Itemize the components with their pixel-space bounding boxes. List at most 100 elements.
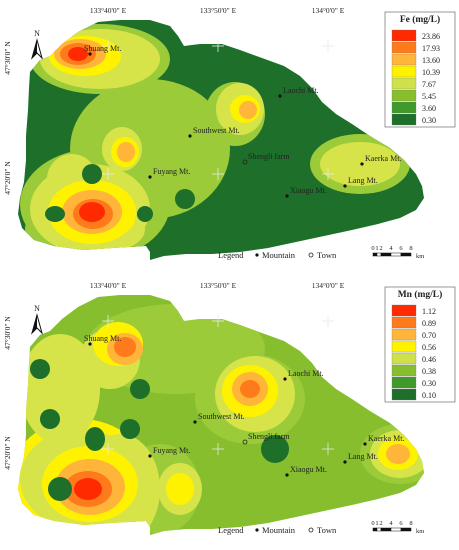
fe-map-panel: 133°40'0" E 133°50'0" E 134°0'0" E 47°30'0"… [3,6,456,260]
legend-value: 1.12 [422,307,436,316]
north-arrow-icon: N [31,304,43,335]
place-label: Southwest Mt. [198,412,245,421]
latitude-label: 47°30'0" N [3,316,12,350]
scale-unit: km [416,253,424,260]
place-label: Xiaogu Mt. [290,465,327,474]
legend-swatch [391,376,417,389]
legend-value: 23.86 [422,32,440,41]
place-label: Shuang Mt. [84,334,121,343]
mountain-marker [363,442,367,446]
scale-segment [372,527,378,532]
low-concentration-zone [82,164,102,184]
low-concentration-zone [261,435,289,463]
legend-title: Fe (mg/L) [400,14,440,25]
place-label: Xiaogu Mt. [290,186,327,195]
place-label: Laochi Mt. [288,369,324,378]
low-concentration-zone [120,419,140,439]
legend-value: 0.70 [422,331,436,340]
longitude-label: 133°40'0" E [90,6,127,15]
low-concentration-zone [30,359,50,379]
legend-value: 0.30 [422,116,436,125]
scale-unit: km [416,528,424,535]
mountain-marker [255,528,259,532]
scale-bar: 0 1 2 4 6 8 km [371,245,424,260]
place-label: Shuang Mt. [84,44,121,53]
concentration-field [20,24,410,259]
legend-swatch [391,328,417,341]
graticule-cross [102,40,114,52]
graticule-cross [212,315,224,327]
low-concentration-zone [130,379,150,399]
graticule-cross [322,40,334,52]
color-legend: Mn (mg/L) 1.12 0.89 0.70 0.56 0.46 0.38 0.30 0.1… [384,286,456,403]
town-marker [308,527,314,533]
scale-tick-label: 0 [371,245,374,252]
legend-swatch [391,352,417,365]
concentration-zone [166,473,194,505]
legend-swatch [391,29,417,42]
symbol-legend: Legend Mountain Town [218,250,337,260]
fe-map: 133°40'0" E 133°50'0" E 134°0'0" E 47°30'0"… [3,6,456,260]
concentration-zone [114,337,136,357]
scale-segment [390,252,402,257]
low-concentration-zone [45,206,65,222]
legend-swatch [391,65,417,78]
scale-segment [372,252,378,257]
place-label: Kaerka Mt. [365,154,401,163]
mountain-marker [193,420,197,424]
graticule-cross [102,168,114,180]
legend-value: 0.38 [422,367,436,376]
latitude-label: 47°20'0" N [3,161,12,195]
latitude-label: 47°20'0" N [3,436,12,470]
latitude-label: 47°30'0" N [3,41,12,75]
low-concentration-zone [278,187,302,211]
mountain-marker [278,94,282,98]
longitude-label: 133°50'0" E [200,281,237,290]
scale-segment [400,252,412,257]
legend-label: Legend [218,525,244,535]
mountain-marker [88,342,92,346]
legend-value: 10.39 [422,68,440,77]
mountain-marker [343,460,347,464]
mountain-marker [343,184,347,188]
legend-value: 3.60 [422,104,436,113]
mountain-marker [255,253,259,257]
low-concentration-zone [137,206,153,222]
mountain-marker [148,454,152,458]
legend-swatch [391,89,417,102]
mn-map-panel: 133°40'0" E 133°50'0" E 134°0'0" E 47°30'0"… [0,275,459,550]
graticule-cross [322,315,334,327]
scale-segment [380,252,392,257]
low-concentration-zone [85,427,105,451]
legend-swatch [391,41,417,54]
low-concentration-zone [175,189,195,209]
low-concentration-zone [300,124,320,144]
graticule-cross [102,315,114,327]
longitude-label: 133°50'0" E [200,6,237,15]
symbol-legend: Legend Mountain Town [218,525,337,535]
longitude-label: 133°40'0" E [90,281,127,290]
concentration-zone [240,380,260,398]
north-label: N [34,304,40,313]
scale-segment [376,527,382,532]
mountain-marker [283,377,287,381]
low-concentration-zone [48,477,72,501]
legend-value: 13.60 [422,56,440,65]
scale-tick-label: 6 [399,520,403,527]
mountain-marker [188,134,192,138]
scale-segment [380,527,392,532]
place-label: Kaerka Mt. [368,434,404,443]
legend-swatch [391,316,417,329]
legend-swatch [391,77,417,90]
graticule-cross [102,443,114,455]
mountain-marker [88,52,92,56]
mountain-legend-label: Mountain [262,525,296,535]
north-arrow-icon: N [31,29,43,60]
low-concentration-zone [40,409,60,429]
legend-value: 0.30 [422,379,436,388]
place-label: Lang Mt. [348,452,378,461]
graticule-cross [322,168,334,180]
scale-segment [400,527,412,532]
concentration-zone [68,47,88,61]
longitude-label: 134°0'0" E [312,6,345,15]
